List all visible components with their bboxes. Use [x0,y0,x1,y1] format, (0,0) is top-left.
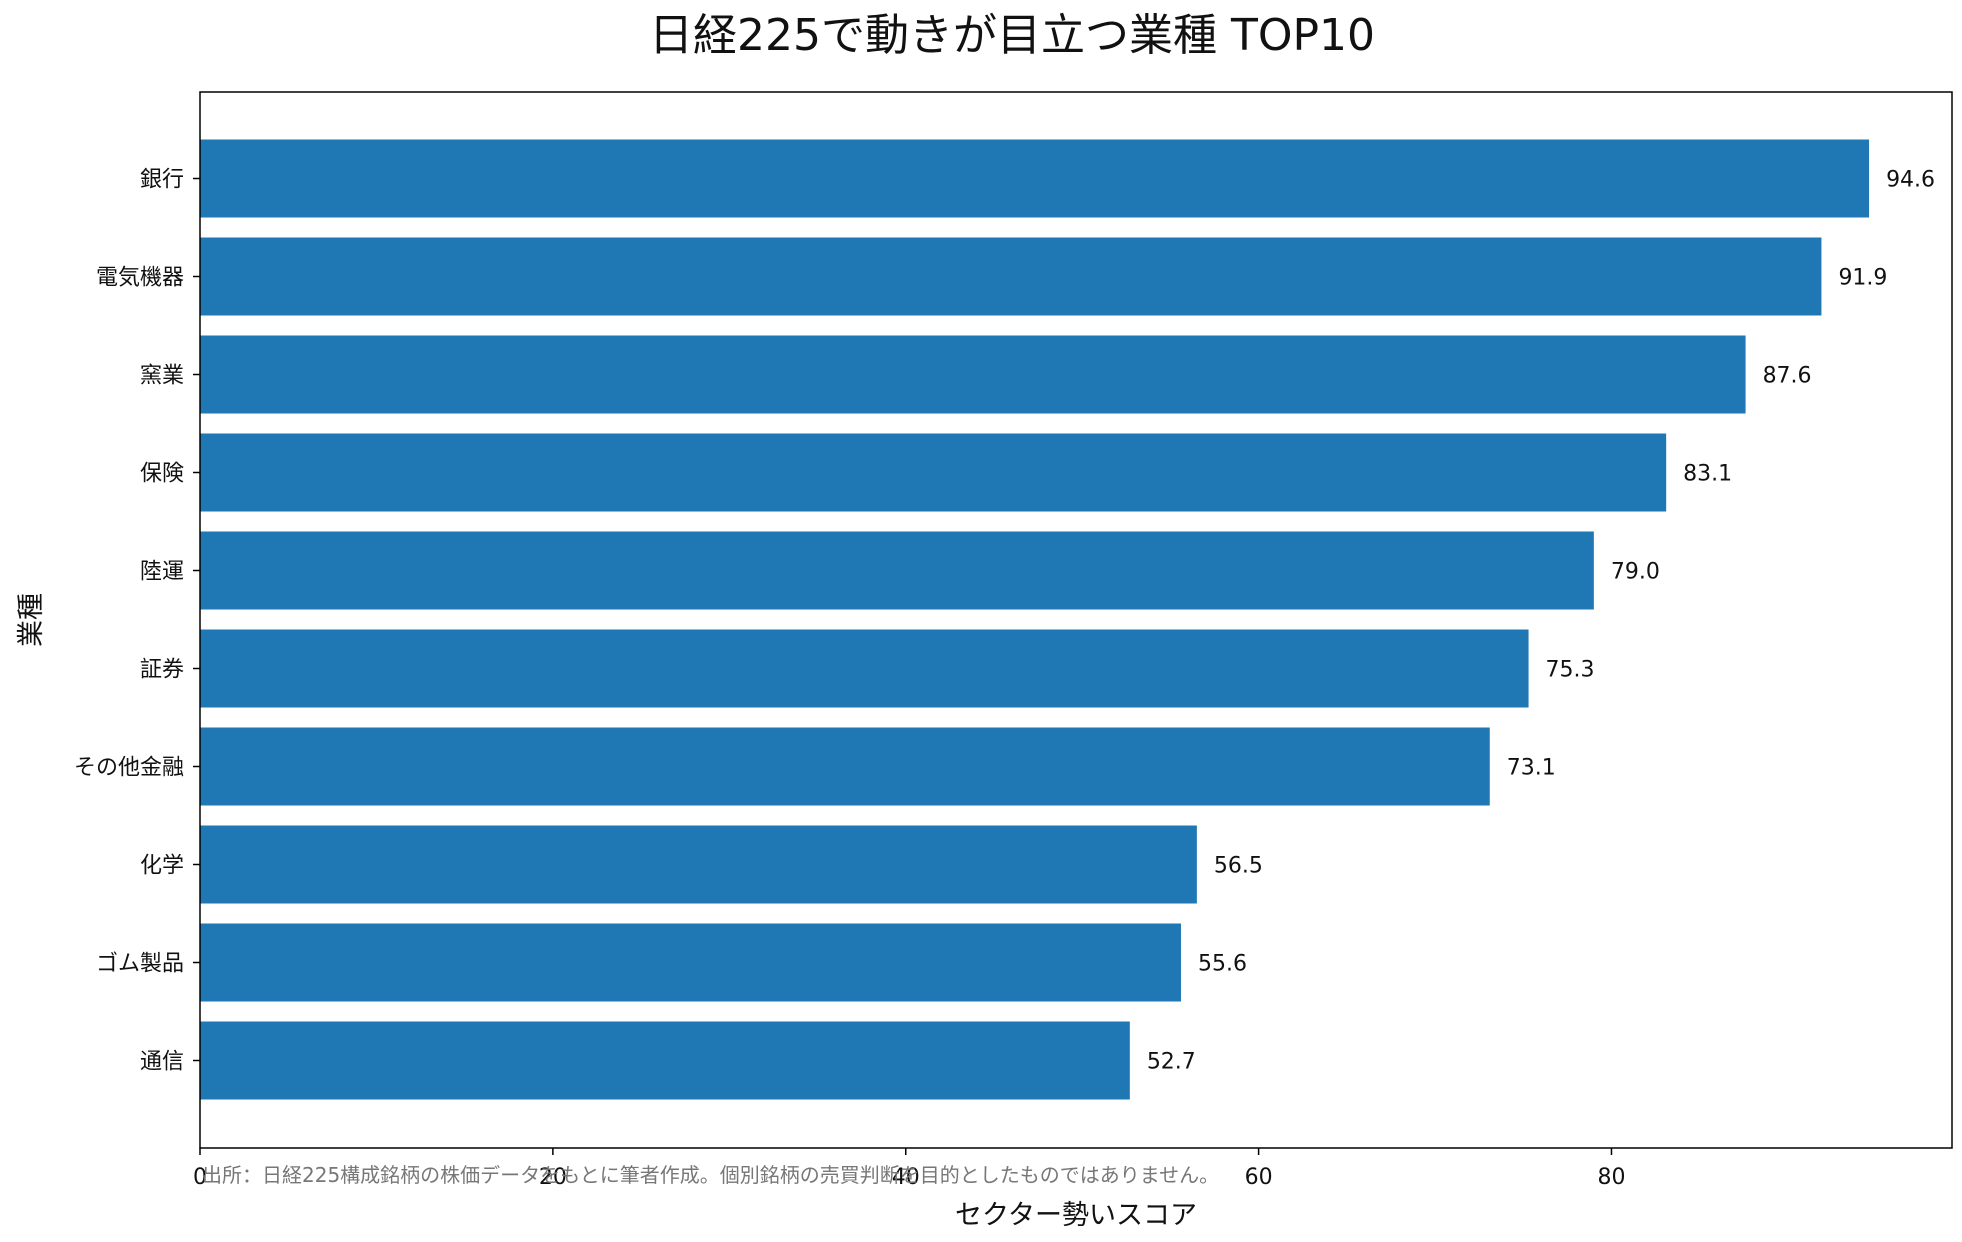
x-tick-label-4: 80 [1597,1165,1625,1190]
data-label-2: 87.6 [1763,364,1812,389]
plot-frame [199,91,1953,1149]
y-tick-label-6: その他金融 [74,756,184,781]
x-tick-label-3: 60 [1245,1165,1273,1190]
data-label-9: 52.7 [1147,1050,1196,1075]
x-tick-label-0: 0 [193,1165,207,1190]
bar-1 [200,237,1822,316]
bars-layer: 94.6 91.9 87.6 83.1 79.0 75.3 73.1 56.5 55.6 52.7 [200,139,1935,1100]
bar-4 [200,531,1594,610]
y-tick-label-3: 保険 [140,462,184,487]
chart-title: 日経225で動きが目立つ業種 TOP10 [649,10,1375,61]
bar-5 [200,629,1529,708]
y-tick-label-4: 陸運 [140,560,184,585]
data-label-4: 79.0 [1611,560,1660,585]
bar-9 [200,1021,1130,1100]
data-label-7: 56.5 [1214,854,1263,879]
x-tick-label-1: 20 [539,1165,567,1190]
data-label-0: 94.6 [1886,168,1935,193]
bar-0 [200,139,1870,218]
x-axis-label: セクター勢いスコア [955,1200,1197,1231]
data-label-5: 75.3 [1546,658,1595,683]
y-tick-label-2: 窯業 [140,364,184,389]
data-label-1: 91.9 [1838,266,1887,291]
x-tick-label-2: 40 [892,1165,920,1190]
y-tick-label-0: 銀行 [140,168,184,193]
y-tick-label-8: ゴム製品 [96,952,184,977]
data-label-3: 83.1 [1683,462,1732,487]
y-tick-label-1: 電気機器 [96,266,184,291]
bar-6 [200,727,1490,806]
y-tick-label-5: 証券 [140,658,184,683]
bar-2 [200,335,1746,414]
data-label-8: 55.6 [1198,952,1247,977]
bar-7 [200,825,1197,904]
bar-3 [200,433,1667,512]
data-label-6: 73.1 [1507,756,1556,781]
y-tick-label-9: 通信 [140,1050,184,1075]
bar-8 [200,923,1181,1002]
y-tick-label-7: 化学 [140,854,184,879]
y-axis-label: 業種 [16,593,47,647]
source-note: 出所：日経225構成銘柄の株価データをもとに筆者作成。個別銘柄の売買判断を目的と… [202,1163,1219,1187]
